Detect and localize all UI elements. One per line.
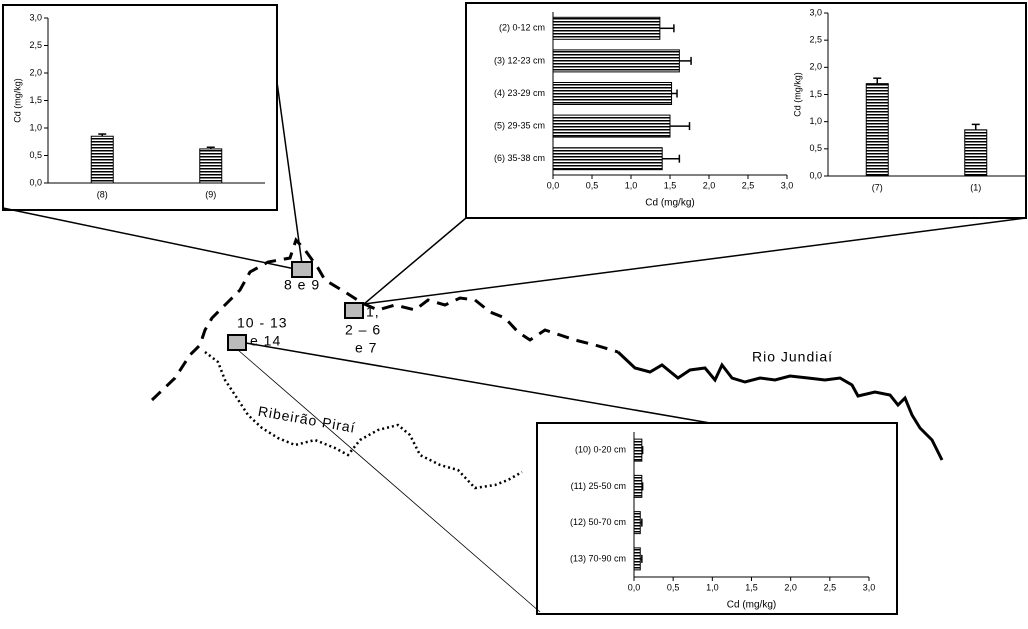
site-marker — [227, 334, 247, 351]
y-tick-label: 0,0 — [29, 177, 42, 187]
x-tick-label: 2,0 — [784, 582, 797, 592]
y-tick-label: 1,0 — [29, 122, 42, 132]
site-label: 8 e 9 — [284, 277, 320, 293]
y-tick-label: (10) 0-20 cm — [575, 445, 626, 455]
y-tick-label: 0,5 — [809, 143, 822, 153]
bar — [633, 547, 641, 571]
x-tick-label: (1) — [970, 182, 981, 192]
y-tick-label: (11) 25-50 cm — [571, 481, 626, 491]
x-tick-label: (9) — [205, 189, 216, 199]
site-label: e 7 — [355, 340, 377, 356]
x-tick-label: 2,0 — [703, 180, 716, 190]
x-tick-label: 1,5 — [664, 180, 677, 190]
x-tick-label: 0,5 — [667, 582, 680, 592]
y-tick-label: (12) 50-70 cm — [570, 517, 626, 527]
site-label: 10 - 13 — [237, 315, 288, 331]
inset-box — [536, 422, 898, 615]
bar — [633, 438, 643, 462]
y-tick-label: 2,5 — [809, 35, 822, 45]
bar — [552, 114, 671, 138]
y-tick-label: (6) 35-38 cm — [494, 153, 545, 163]
y-tick-label: 0,5 — [29, 150, 42, 160]
site-label: e 14 — [250, 333, 281, 349]
site-marker — [291, 261, 313, 278]
y-tick-label: (5) 29-35 cm — [494, 120, 545, 130]
x-tick-label: 1,5 — [745, 582, 758, 592]
y-tick-label: (4) 23-29 cm — [494, 88, 545, 98]
x-tick-label: 1,0 — [625, 180, 638, 190]
x-tick-label: 0,0 — [628, 582, 641, 592]
x-tick-label: (8) — [97, 189, 108, 199]
bar — [552, 82, 673, 105]
y-tick-label: (3) 12-23 cm — [494, 55, 545, 65]
bar — [552, 147, 663, 171]
y-tick-label: 3,0 — [29, 12, 42, 22]
x-tick-label: 3,0 — [863, 582, 876, 592]
y-tick-label: 2,0 — [29, 67, 42, 77]
x-tick-label: (7) — [872, 182, 883, 192]
x-tick-label: 0,5 — [586, 180, 599, 190]
y-axis-label: Cd (mg/kg) — [12, 78, 22, 123]
x-tick-label: 1,0 — [706, 582, 719, 592]
river-label: Ribeirão Piraí — [257, 403, 357, 436]
bar — [964, 129, 988, 177]
river-dotted — [204, 351, 523, 490]
bar — [865, 83, 889, 177]
bar — [90, 135, 114, 184]
y-tick-label: 0,0 — [809, 170, 822, 180]
y-tick-label: 3,0 — [809, 7, 822, 17]
x-tick-label: 2,5 — [824, 582, 837, 592]
x-tick-label: 2,5 — [742, 180, 755, 190]
connectors — [2, 81, 1027, 613]
river-label: Rio Jundiaí — [752, 349, 833, 365]
y-tick-label: 2,0 — [809, 62, 822, 72]
y-axis-label: Cd (mg/kg) — [792, 72, 802, 117]
bar — [552, 49, 680, 73]
inset-box — [2, 4, 278, 211]
x-axis-label: Cd (mg/kg) — [645, 198, 694, 209]
y-tick-label: (13) 70-90 cm — [570, 553, 626, 563]
y-tick-label: 1,0 — [809, 116, 822, 126]
bar — [633, 474, 643, 498]
x-tick-label: 0,0 — [547, 180, 560, 190]
site-label: 2 – 6 — [345, 322, 381, 338]
bar — [633, 511, 641, 535]
x-axis-label: Cd (mg/kg) — [727, 600, 776, 611]
bar — [552, 16, 661, 40]
river-solid — [616, 350, 944, 461]
bar — [199, 148, 223, 184]
river-dashed — [150, 237, 619, 402]
y-tick-label: 2,5 — [29, 40, 42, 50]
site-marker — [344, 302, 364, 319]
site-label: 1, — [366, 304, 380, 320]
x-tick-label: 3,0 — [781, 180, 794, 190]
y-tick-label: (2) 0-12 cm — [499, 23, 545, 33]
y-tick-label: 1,5 — [809, 89, 822, 99]
y-tick-label: 1,5 — [29, 95, 42, 105]
